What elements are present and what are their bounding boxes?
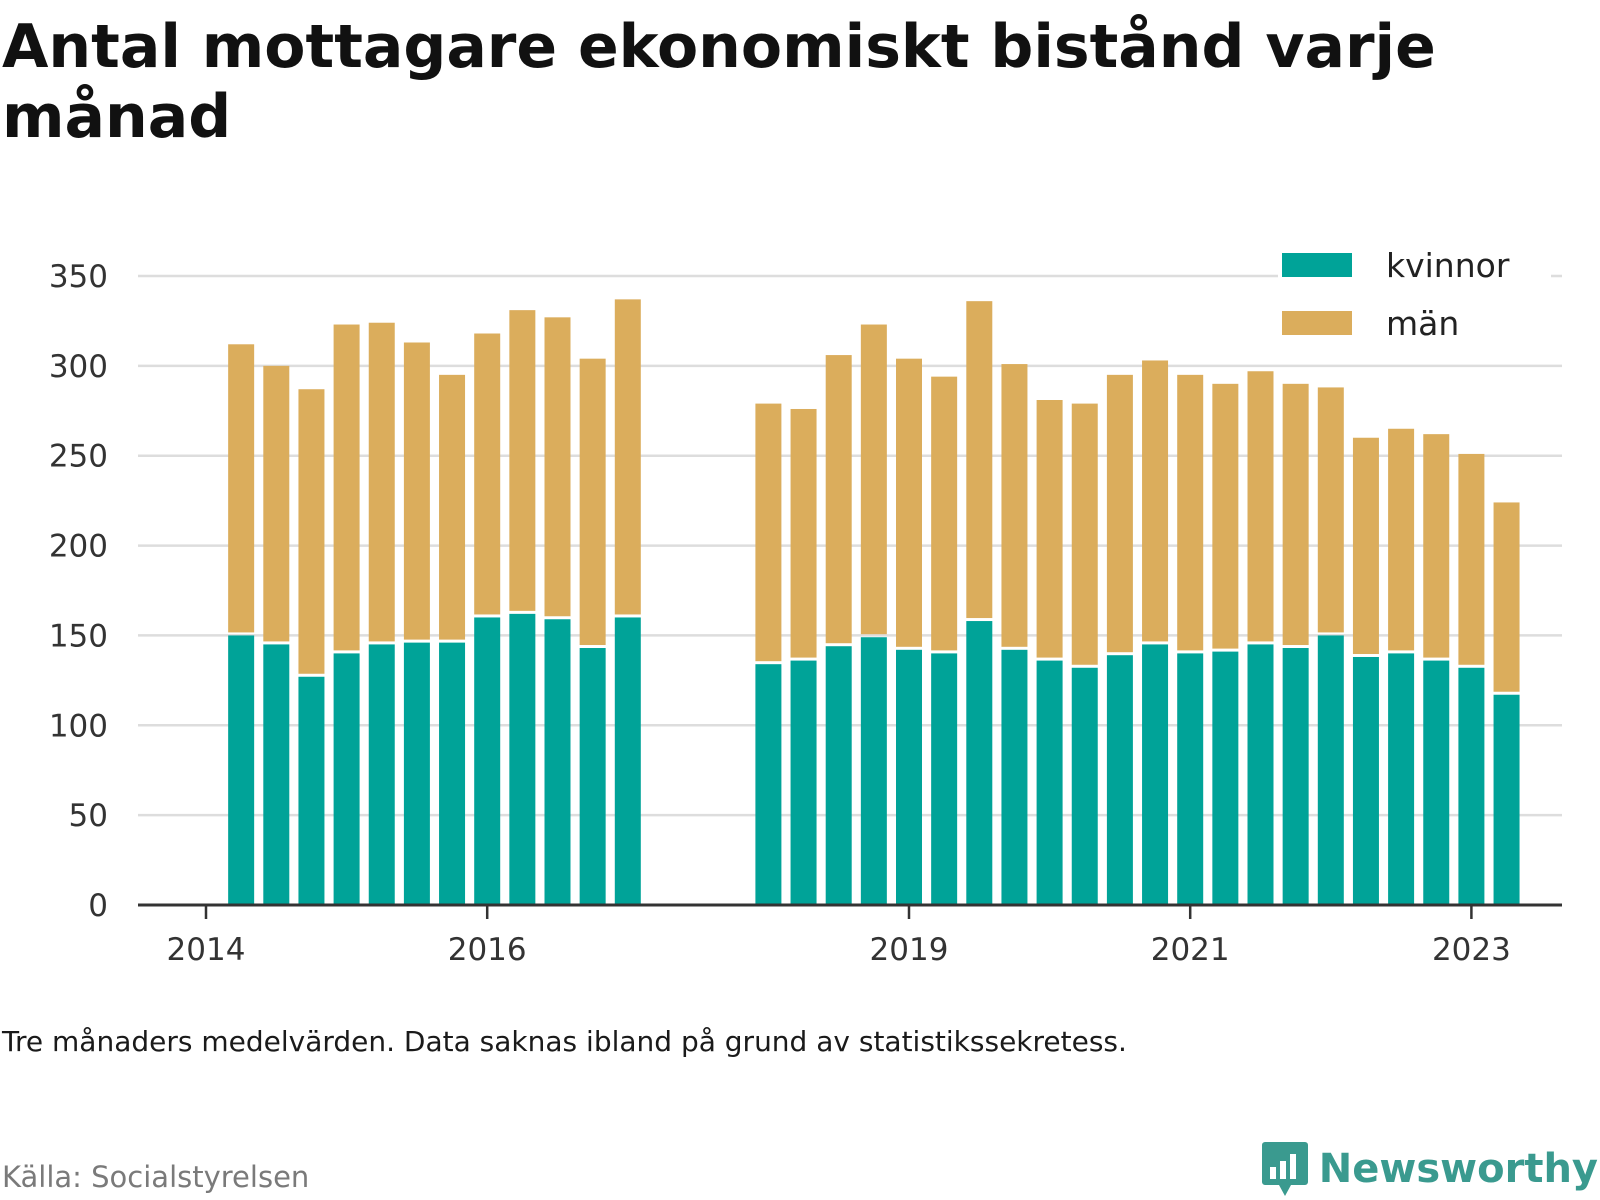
bar-kvinnor — [1493, 694, 1520, 905]
bar-kvinnor — [544, 619, 571, 905]
y-tick-label: 150 — [49, 618, 108, 654]
bar-man — [896, 358, 922, 647]
bars — [228, 299, 1520, 905]
bar-kvinnor — [298, 676, 325, 905]
legend-swatch — [1282, 253, 1352, 277]
bar-kvinnor — [966, 621, 993, 905]
bar-kvinnor — [403, 642, 430, 905]
bar-kvinnor — [509, 613, 536, 905]
bar-man — [790, 408, 817, 658]
bar-kvinnor — [825, 646, 852, 905]
bar-kvinnor — [896, 649, 922, 905]
x-tick-label: 2021 — [1151, 932, 1230, 968]
bar-kvinnor — [474, 617, 501, 905]
bar-man — [860, 324, 887, 635]
bar-man — [263, 365, 290, 642]
bar-kvinnor — [614, 617, 641, 905]
bar-kvinnor — [1212, 651, 1239, 905]
bar-kvinnor — [1458, 667, 1485, 905]
y-tick-label: 250 — [49, 439, 108, 475]
bar-kvinnor — [1071, 667, 1098, 905]
bar-kvinnor — [263, 644, 290, 905]
bar-man — [1317, 387, 1344, 633]
y-tick-label: 300 — [49, 349, 108, 385]
legend-label: kvinnor — [1386, 246, 1510, 285]
bar-kvinnor — [1317, 635, 1344, 905]
legend-swatch — [1282, 311, 1352, 335]
bar-kvinnor — [439, 642, 466, 905]
bar-man — [403, 342, 430, 640]
bar-kvinnor — [228, 635, 255, 905]
bar-kvinnor — [333, 653, 360, 905]
chart-note: Tre månaders medelvärden. Data saknas ib… — [2, 1025, 1127, 1058]
legend-label: män — [1386, 304, 1459, 343]
y-axis-ticks: 0 50 100 150 200 250 300 350 — [49, 259, 108, 924]
bar-man — [1142, 360, 1169, 642]
chart-title: Antal mottagare ekonomiskt bistånd varje… — [2, 12, 1436, 152]
x-tick-label: 2019 — [870, 932, 949, 968]
bar-kvinnor — [860, 637, 887, 905]
x-tick-label: 2016 — [448, 932, 527, 968]
bar-man — [228, 344, 255, 633]
bar-man — [439, 374, 466, 640]
bar-man — [614, 299, 641, 615]
bar-man — [825, 355, 852, 644]
bar-kvinnor — [1352, 656, 1379, 905]
bar-man — [931, 376, 958, 651]
x-tick-label: 2023 — [1432, 932, 1511, 968]
bar-man — [544, 317, 571, 617]
bar-man — [579, 358, 606, 646]
legend: kvinnor män — [1278, 241, 1551, 349]
bar-man — [966, 301, 993, 619]
y-tick-label: 50 — [69, 798, 108, 834]
bar-man — [1493, 502, 1520, 692]
bar-kvinnor — [1247, 644, 1274, 905]
bar-man — [1352, 437, 1379, 654]
y-tick-label: 0 — [88, 888, 108, 924]
bar-man — [1106, 374, 1133, 653]
bar-kvinnor — [368, 644, 395, 905]
bar-man — [1458, 453, 1485, 665]
source-credit: Källa: Socialstyrelsen — [2, 1160, 310, 1194]
bar-kvinnor — [1388, 653, 1415, 905]
bar-man — [474, 333, 501, 615]
bar-man — [298, 389, 325, 674]
bar-kvinnor — [790, 660, 817, 905]
bar-man — [1282, 383, 1309, 646]
bar-man — [755, 403, 782, 662]
bar-man — [1212, 383, 1239, 649]
bar-kvinnor — [1423, 660, 1450, 905]
bar-man — [1036, 400, 1063, 658]
bar-man — [1388, 428, 1415, 651]
bar-man — [1247, 371, 1274, 642]
bar-kvinnor — [1282, 648, 1309, 905]
bar-kvinnor — [755, 664, 782, 905]
bar-man — [509, 310, 536, 611]
bar-kvinnor — [1177, 653, 1204, 905]
x-tick-label: 2014 — [167, 932, 246, 968]
brand-logo: Newsworthy — [1261, 1140, 1598, 1198]
bar-kvinnor — [1001, 649, 1028, 905]
bar-chart-speech-bubble-icon — [1261, 1142, 1308, 1196]
bar-kvinnor — [579, 648, 606, 905]
bar-kvinnor — [1106, 655, 1133, 905]
x-axis: 2014 2016 2019 2021 2023 — [138, 903, 1562, 968]
bar-kvinnor — [931, 653, 958, 905]
bar-man — [368, 322, 395, 642]
y-tick-label: 350 — [49, 259, 108, 295]
bar-man — [1001, 364, 1028, 647]
bar-man — [1071, 403, 1098, 665]
bar-man — [333, 324, 360, 651]
brand-name: Newsworthy — [1318, 1146, 1598, 1192]
y-tick-label: 200 — [49, 529, 108, 565]
bar-kvinnor — [1142, 644, 1169, 905]
bar-man — [1423, 434, 1450, 658]
bar-kvinnor — [1036, 660, 1063, 905]
bar-man — [1177, 374, 1204, 651]
y-tick-label: 100 — [49, 708, 108, 744]
